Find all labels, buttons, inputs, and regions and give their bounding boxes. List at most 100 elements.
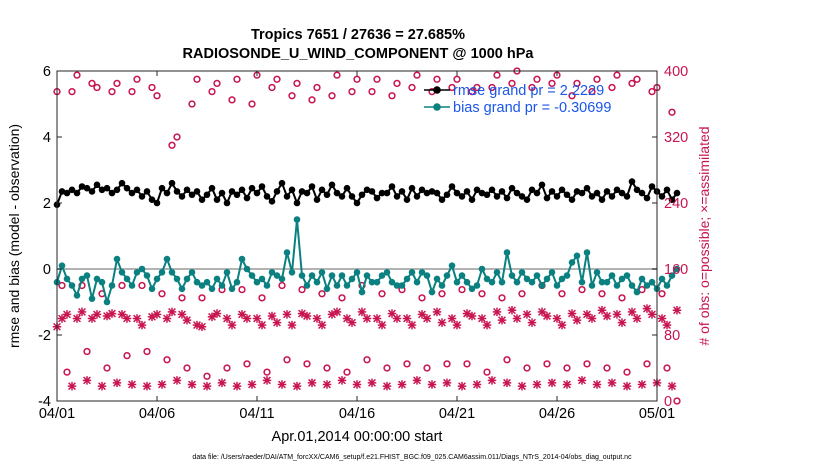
obs-possible-point	[488, 83, 496, 92]
obs-assimilated-point	[572, 315, 582, 325]
bias-point	[473, 282, 481, 289]
obs-assimilated-point	[277, 380, 287, 389]
obs-possible-point	[498, 294, 506, 302]
rmse-point	[328, 181, 336, 189]
rmse-point	[353, 199, 361, 207]
chart-title: Tropics 7651 / 27636 = 27.685%	[251, 27, 465, 43]
rmse-point	[408, 184, 416, 192]
obs-possible-point	[433, 75, 441, 83]
rmse-point	[313, 196, 321, 203]
bias-point	[488, 278, 496, 286]
rmse-point	[423, 189, 431, 197]
obs-assimilated-point	[92, 310, 102, 319]
bias-point	[183, 275, 191, 283]
rmse-point	[168, 179, 176, 187]
obs-possible-point	[138, 281, 146, 290]
obs-assimilated-point	[617, 318, 627, 327]
rmse-point	[523, 196, 531, 203]
obs-assimilated-point	[162, 314, 172, 323]
obs-possible-point	[88, 79, 96, 88]
obs-assimilated-point	[497, 315, 507, 325]
bias-point	[398, 282, 406, 289]
obs-possible-point	[303, 360, 311, 368]
rmse-point	[308, 183, 316, 190]
obs-possible-point	[93, 83, 101, 92]
bias-point	[638, 275, 646, 283]
bias-series-layer	[53, 216, 681, 306]
y-tick-label: -2	[38, 328, 51, 344]
rmse-point	[603, 188, 611, 195]
obs-possible-point	[523, 364, 531, 372]
rmse-point	[383, 189, 391, 197]
rmse-point	[538, 181, 546, 189]
bias-point	[88, 295, 96, 303]
bias-point	[583, 249, 591, 256]
rmse-point	[118, 179, 126, 187]
rmse-point	[598, 196, 606, 203]
obs-assimilated-point	[357, 307, 367, 317]
obs-possible-point	[143, 347, 151, 356]
obs-possible-point	[148, 83, 156, 92]
rmse-point	[63, 189, 71, 197]
bias-point	[233, 278, 241, 286]
legend-rmse-marker	[433, 86, 441, 94]
obs-possible-point	[128, 87, 136, 96]
rmse-point	[633, 186, 641, 194]
bias-point	[578, 278, 586, 286]
bias-point	[223, 269, 231, 276]
obs-assimilated-point	[242, 314, 252, 323]
obs-possible-point	[63, 368, 71, 376]
x-tick-label: 04/16	[339, 406, 375, 422]
rmse-point	[513, 189, 521, 197]
bias-point	[598, 278, 606, 286]
rmse-point	[338, 193, 346, 200]
obs-possible-point	[403, 360, 411, 368]
bias-point	[83, 272, 91, 279]
bias-point	[503, 249, 511, 256]
rmse-point	[88, 188, 96, 195]
rmse-point	[238, 186, 246, 194]
right-y-axis-label: # of obs: o=possible; ×=assimilated	[696, 126, 712, 345]
bias-point	[373, 278, 381, 286]
x-tick-label: 04/26	[539, 406, 575, 422]
rmse-point	[178, 193, 186, 200]
rmse-point	[558, 186, 566, 194]
rmse-point	[378, 189, 386, 197]
bias-point	[323, 285, 331, 293]
rmse-point	[618, 189, 626, 197]
obs-assimilated-point	[527, 318, 537, 327]
obs-assimilated-point	[157, 380, 167, 389]
bias-point	[228, 285, 236, 293]
obs-possible-point	[508, 79, 516, 88]
rmse-point	[293, 199, 301, 207]
rmse-point	[108, 189, 116, 197]
bias-point	[483, 275, 491, 283]
obs-possible-point	[528, 83, 536, 92]
bias-point	[153, 275, 161, 283]
rmse-point	[433, 189, 441, 197]
bias-point	[528, 278, 536, 286]
bias-point	[663, 282, 671, 289]
obs-assimilated-point	[432, 307, 442, 317]
obs-possible-point	[383, 364, 391, 372]
obs-assimilated-point	[217, 378, 227, 388]
obs-assimilated-point	[377, 320, 387, 330]
bias-point	[633, 288, 641, 296]
rmse-point	[468, 196, 476, 203]
rmse-point	[123, 184, 131, 192]
obs-assimilated-point	[632, 314, 642, 323]
obs-assimilated-point	[232, 381, 242, 391]
obs-possible-point	[343, 368, 351, 376]
obs-possible-point	[163, 356, 171, 364]
rmse-point	[503, 194, 511, 202]
y-tick-label: 0	[43, 262, 51, 278]
obs-assimilated-point	[577, 376, 587, 385]
obs-assimilated-point	[262, 376, 272, 385]
rmse-point	[58, 188, 66, 195]
chart-subtitle: RADIOSONDE_U_WIND_COMPONENT @ 1000 hPa	[183, 46, 535, 62]
rmse-point	[163, 189, 171, 197]
bias-point	[468, 285, 476, 293]
obs-possible-point	[608, 83, 616, 92]
rmse-point	[208, 184, 216, 192]
bias-point	[193, 278, 201, 286]
